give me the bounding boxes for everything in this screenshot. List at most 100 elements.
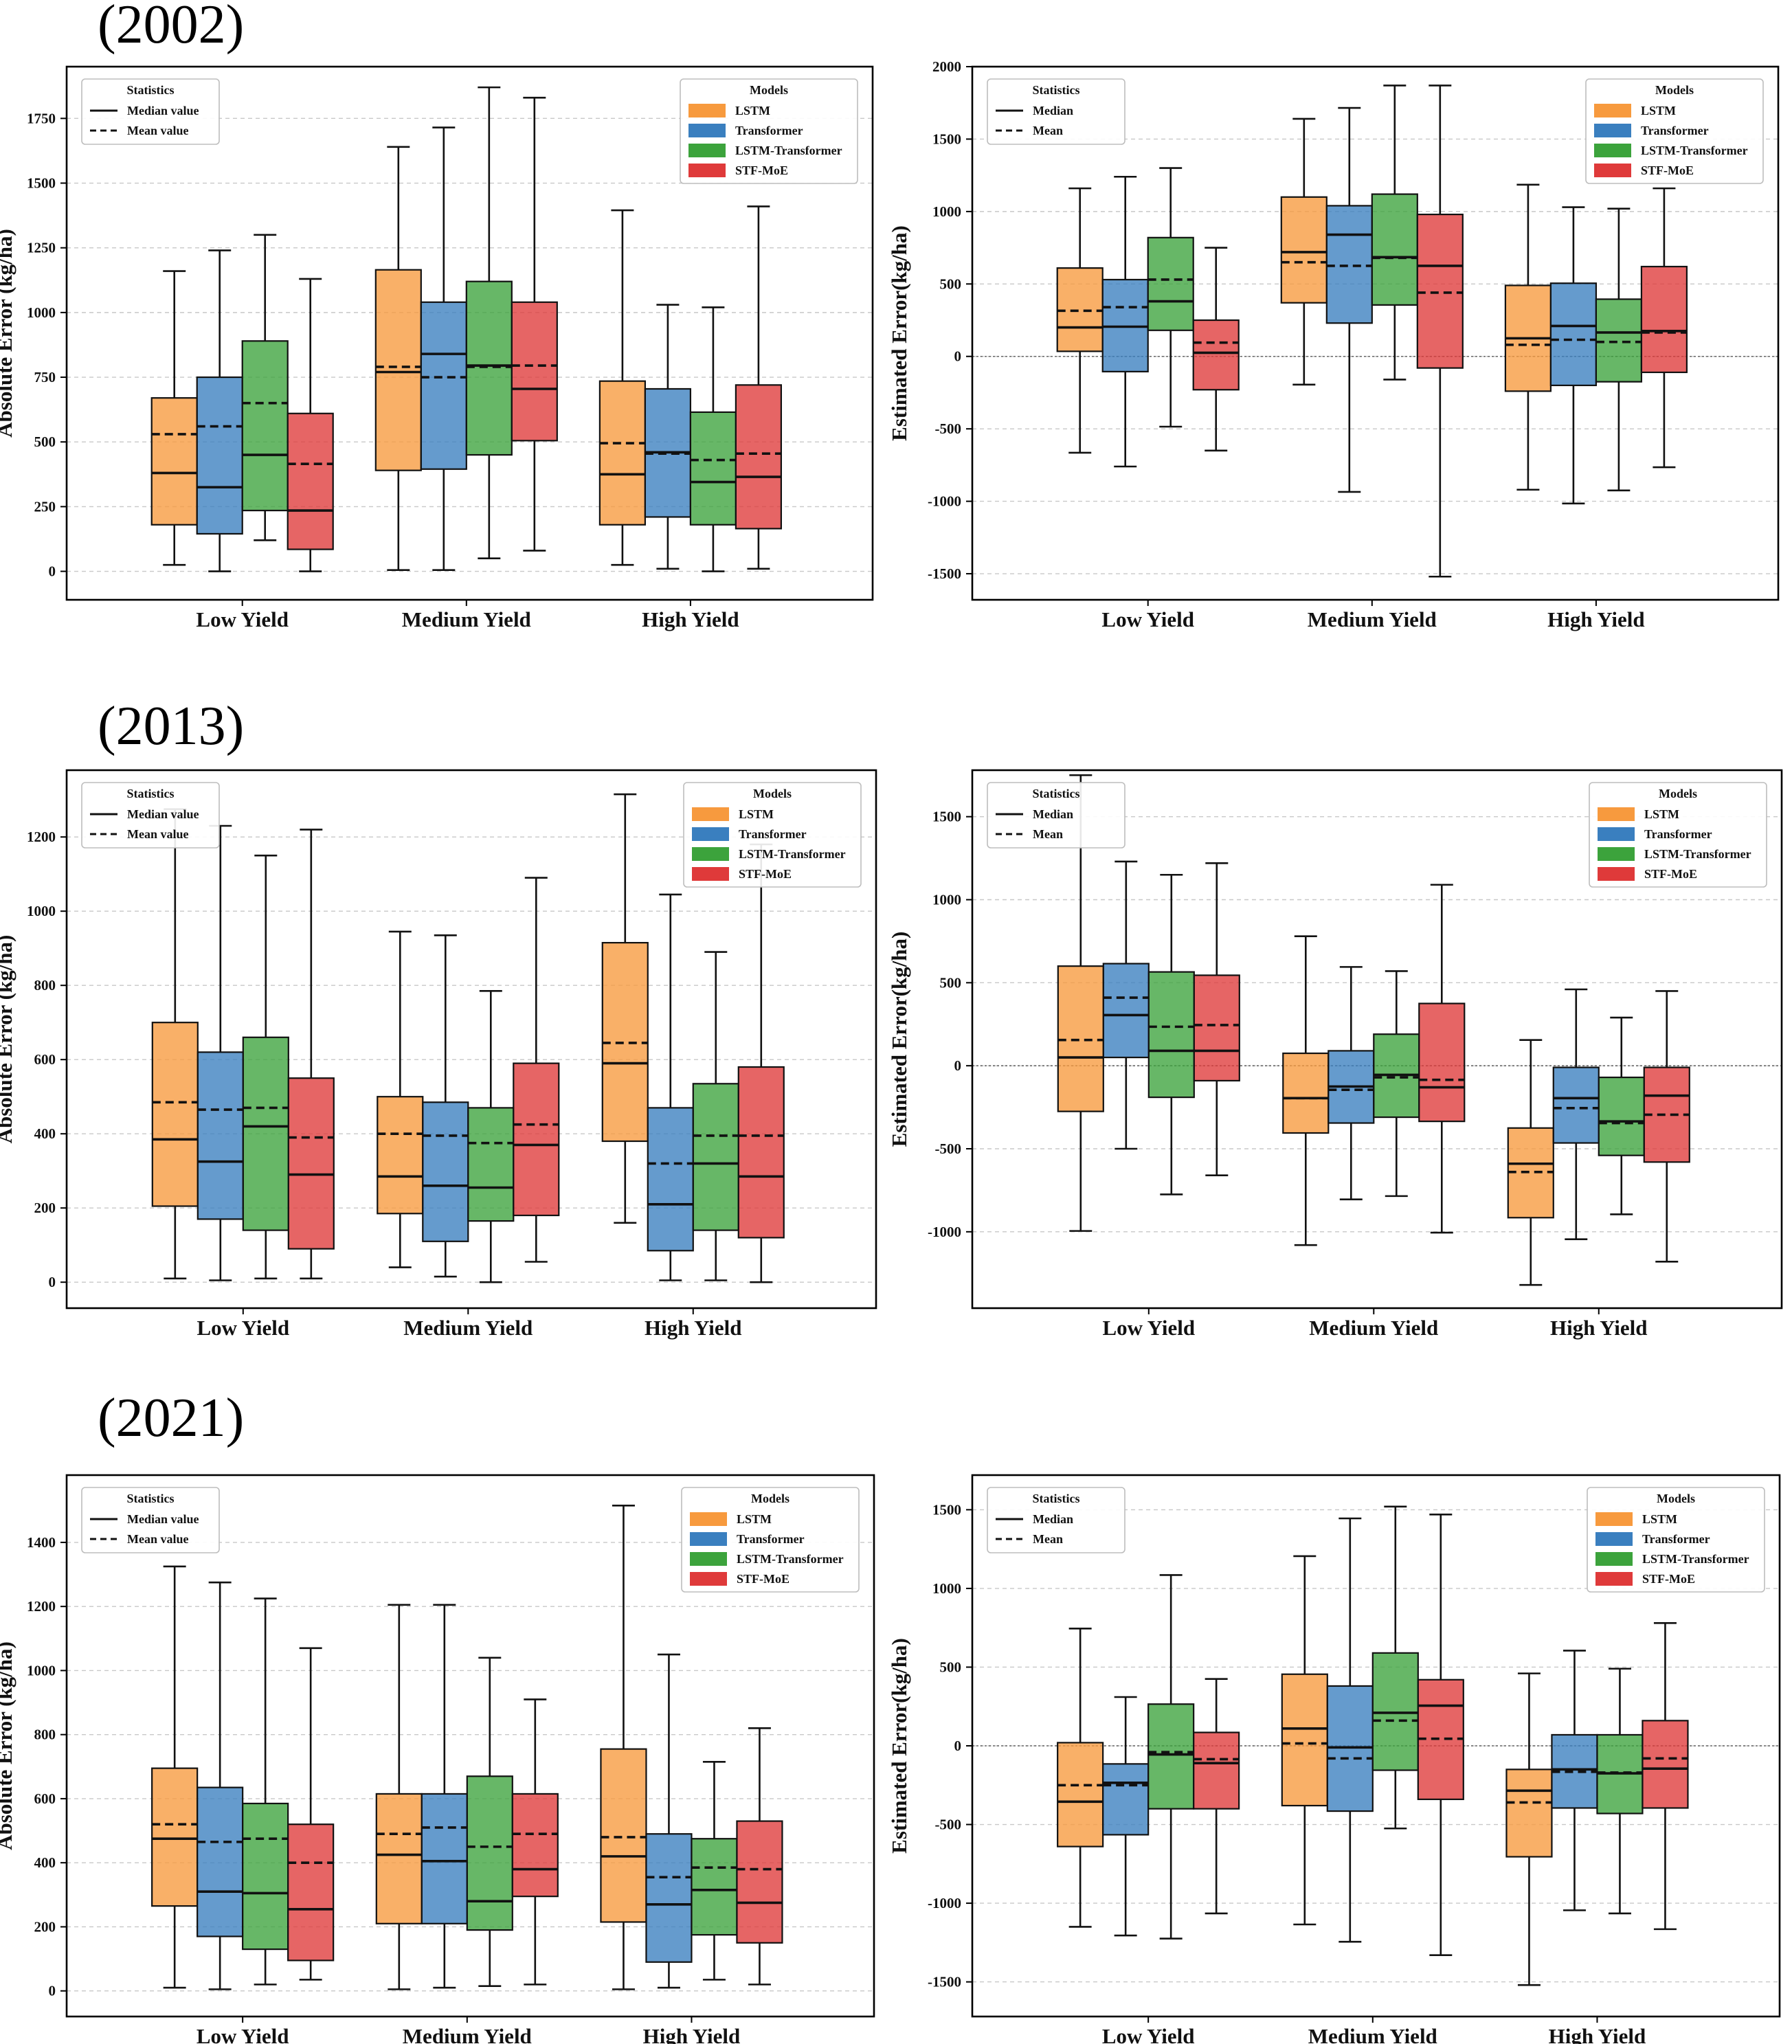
iqr-box (692, 1083, 739, 1231)
models-legend: Models LSTM Transformer LSTM-Transformer STF… (683, 782, 862, 888)
models-legend: Models LSTM Transformer LSTM-Transformer STF… (680, 78, 858, 184)
legend-label-lstm: LSTM (1641, 104, 1676, 117)
y-tick-label: 200 (34, 1918, 56, 1935)
box-low-yield-lstm (151, 1565, 199, 1989)
iqr-box (467, 1107, 515, 1222)
y-tick-label: 600 (34, 1051, 56, 1068)
box-low-yield-lstm-transformer (241, 234, 289, 541)
iqr-box (1193, 1731, 1240, 1810)
y-tick-label: 1250 (27, 240, 56, 256)
y-tick-label: 1500 (932, 131, 961, 147)
y-tick-label: 1000 (932, 892, 961, 908)
box-medium-yield-transformer (422, 934, 469, 1278)
legend-label-stf-moe: STF-MoE (735, 164, 788, 177)
statistics-legend-title: Statistics (127, 1492, 175, 1505)
box-low-yield-transformer (196, 249, 243, 572)
iqr-box (1595, 298, 1643, 383)
iqr-box (511, 301, 558, 442)
legend-swatch-stf-moe (1595, 1572, 1633, 1586)
iqr-box (600, 1748, 647, 1923)
y-axis-label: Absolute Error (kg/ha) (0, 1641, 16, 1850)
iqr-box (1549, 282, 1598, 387)
iqr-box (466, 1775, 513, 1931)
box-medium-yield-stf-moe (513, 877, 560, 1263)
legend-label-stf-moe: STF-MoE (1641, 164, 1694, 177)
iqr-box (197, 1051, 244, 1220)
box-low-yield-stf-moe (287, 1647, 335, 1981)
box-low-yield-stf-moe (287, 829, 335, 1280)
iqr-box (420, 301, 467, 470)
statistics-legend-box (987, 782, 1125, 849)
iqr-box (1282, 1052, 1330, 1134)
x-category-label: Medium Yield (1308, 607, 1437, 631)
y-tick-label: -1500 (928, 565, 961, 582)
box-high-yield-lstm (1505, 1672, 1553, 1986)
y-axis-label: Absolute Error (kg/ha) (0, 935, 16, 1144)
y-tick-label: -1000 (928, 1895, 961, 1911)
legend-swatch-lstm (692, 807, 729, 821)
box-low-yield-stf-moe (1193, 862, 1240, 1176)
box-low-yield-lstm (1057, 774, 1104, 1232)
legend-swatch-lstm (1594, 104, 1631, 117)
y-tick-label: 1750 (27, 110, 56, 126)
mean-legend-label: Mean value (127, 827, 189, 841)
median-legend-label: Median value (127, 1512, 199, 1526)
x-category-label: Low Yield (196, 607, 289, 631)
models-legend-title: Models (751, 1492, 789, 1505)
iqr-box (1147, 1703, 1195, 1810)
box-high-yield-lstm (601, 793, 649, 1224)
y-tick-label: 400 (34, 1854, 56, 1871)
box-high-yield-lstm-transformer (1596, 1667, 1644, 1915)
y-tick-label: 1200 (27, 829, 56, 845)
iqr-box (1598, 1076, 1645, 1156)
box-low-yield-transformer (1101, 175, 1149, 468)
y-tick-label: 250 (34, 498, 56, 515)
x-category-label: High Yield (645, 1316, 742, 1340)
chart-2013-absolute-error: 0 200 400 600 800 1000 1200 Absolute Error (kg/… (0, 769, 877, 1340)
box-medium-yield-stf-moe (511, 1698, 559, 1986)
iqr-box (1418, 1002, 1466, 1123)
legend-swatch-transformer (692, 827, 729, 841)
iqr-box (242, 1036, 289, 1231)
box-high-yield-transformer (645, 1653, 693, 1989)
box-medium-yield-transformer (420, 126, 467, 571)
legend-label-transformer: Transformer (739, 827, 807, 841)
statistics-legend-title: Statistics (127, 787, 175, 800)
box-low-yield-transformer (1102, 1696, 1150, 1937)
box-high-yield-stf-moe (1643, 990, 1690, 1263)
legend-swatch-lstm (690, 1512, 727, 1526)
box-high-yield-lstm-transformer (689, 306, 737, 572)
iqr-box (197, 1786, 244, 1938)
box-low-yield-lstm (150, 270, 198, 566)
iqr-box (1416, 213, 1464, 369)
legend-label-lstm-transformer: LSTM-Transformer (1641, 144, 1748, 157)
y-tick-label: 500 (940, 276, 962, 292)
x-category-label: High Yield (643, 2024, 741, 2044)
iqr-box (287, 412, 334, 550)
box-medium-yield-lstm (1282, 935, 1330, 1246)
legend-label-stf-moe: STF-MoE (737, 1572, 789, 1586)
x-category-label: High Yield (1550, 1316, 1648, 1340)
y-tick-label: 400 (34, 1125, 56, 1142)
legend-label-stf-moe: STF-MoE (1644, 867, 1697, 881)
x-category-label: High Yield (1549, 2024, 1646, 2044)
box-medium-yield-stf-moe (1417, 1513, 1464, 1956)
statistics-legend-box (81, 782, 220, 849)
chart-2002-estimated-error: -1500 -1000 -500 0 500 1000 1500 2000 Estimated … (887, 58, 1780, 631)
x-category-label: Low Yield (197, 2024, 289, 2044)
legend-swatch-stf-moe (688, 164, 726, 177)
box-low-yield-lstm-transformer (1147, 167, 1194, 428)
iqr-box (1281, 1673, 1328, 1807)
iqr-box (1371, 193, 1418, 306)
chart-2021-estimated-error: -1500 -1000 -500 0 500 1000 1500 Estimated Erro… (887, 1474, 1781, 2044)
box-low-yield-lstm (1057, 1628, 1104, 1928)
legend-swatch-transformer (1594, 124, 1631, 137)
statistics-legend: Statistics Median Mean (987, 1487, 1125, 1553)
legend-label-transformer: Transformer (735, 124, 803, 137)
y-tick-label: 0 (954, 1738, 962, 1754)
y-tick-label: 1000 (27, 1662, 56, 1678)
x-category-label: Low Yield (1102, 2024, 1195, 2044)
legend-swatch-transformer (690, 1532, 727, 1546)
iqr-box (1057, 965, 1104, 1112)
